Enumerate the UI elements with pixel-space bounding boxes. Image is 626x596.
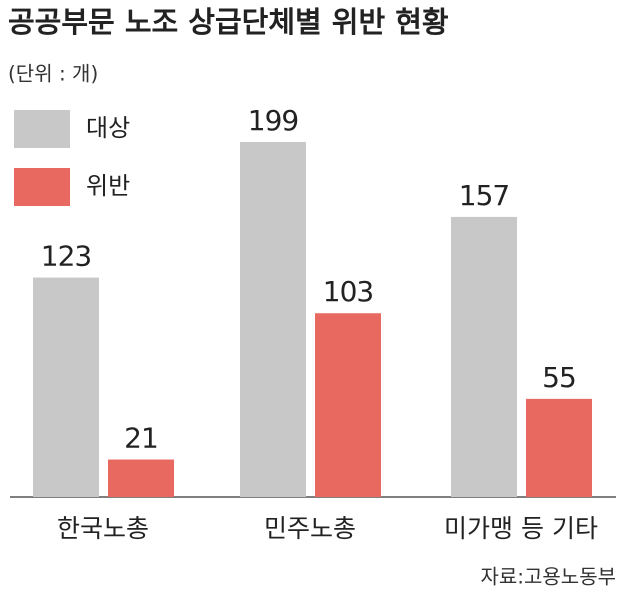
legend-label: 대상 (86, 114, 130, 142)
chart-title: 공공부문 노조 상급단체별 위반 현황 (8, 5, 449, 39)
x-tick-label: 민주노총 (264, 514, 356, 543)
legend-label: 위반 (86, 172, 130, 200)
value-label: 103 (323, 275, 373, 308)
legend-swatch (14, 168, 70, 206)
legend-swatch (14, 110, 70, 148)
value-label: 199 (248, 104, 298, 137)
chart-subtitle: (단위 : 개) (8, 62, 98, 86)
value-label: 21 (124, 422, 158, 455)
value-label: 157 (459, 179, 509, 212)
bar (526, 398, 592, 497)
value-label: 55 (542, 361, 576, 394)
bar (451, 216, 517, 498)
bar (315, 313, 381, 497)
bar (108, 459, 174, 497)
x-tick-label: 한국노총 (57, 514, 149, 543)
bar (33, 277, 99, 497)
source: 자료:고용노동부 (480, 565, 616, 589)
bar (240, 141, 306, 497)
x-tick-label: 미가맹 등 기타 (444, 514, 598, 543)
value-label: 123 (41, 240, 91, 273)
